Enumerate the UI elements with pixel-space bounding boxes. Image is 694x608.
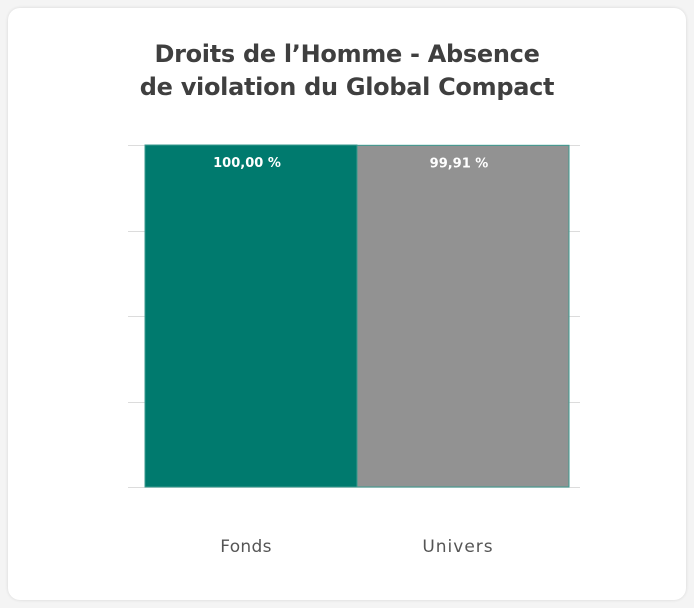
category-label-univers: Univers bbox=[422, 537, 493, 557]
category-label-fonds: Fonds bbox=[220, 537, 272, 557]
data-label-univers: 99,91 % bbox=[430, 156, 489, 171]
bar-fonds bbox=[144, 144, 358, 488]
chart-title: Droits de l’Homme - Absence de violation… bbox=[0, 38, 694, 104]
data-label-fonds: 100,00 % bbox=[213, 156, 281, 171]
chart-title-line-2: de violation du Global Compact bbox=[139, 73, 555, 101]
chart-title-line-1: Droits de l’Homme - Absence bbox=[154, 40, 540, 68]
bar-univers bbox=[356, 144, 570, 488]
